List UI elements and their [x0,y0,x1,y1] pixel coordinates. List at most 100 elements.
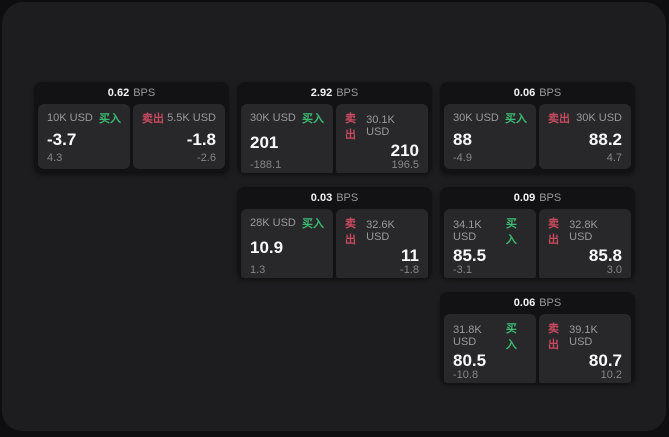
quote-card: 0.62 BPS 10K USD 买入 -3.7 4.3 卖出 5.5K USD… [34,82,229,173]
buy-change: -3.1 [453,264,472,276]
sell-price: -1.8 [186,129,216,149]
sell-price: 210 [390,141,419,160]
sell-amount-label: 32.6K USD [366,219,395,243]
app-panel: 0.62 BPS 10K USD 买入 -3.7 4.3 卖出 5.5K USD… [2,2,666,431]
sell-amount-label: 32.8K USD [569,219,598,243]
buy-tile-top: 30K USD 买入 [453,110,527,126]
buy-tile-top: 30K USD 买入 [250,110,324,126]
sell-side-label: 卖出 [548,113,570,125]
sell-price: 80.7 [588,351,622,370]
sell-side-label: 卖出 [548,218,559,246]
sell-tile[interactable]: 卖出 32.8K USD 85.8 3.0 [539,209,631,278]
buy-tile[interactable]: 30K USD 买入 201 -188.1 [241,104,333,173]
buy-tile[interactable]: 34.1K USD 买入 85.5 -3.1 [444,209,536,278]
buy-side-label: 买入 [505,323,517,351]
buy-tile-top: 34.1K USD 买入 [453,215,527,247]
sell-amount-label: 30.1K USD [366,114,395,138]
buy-price: -3.7 [47,129,77,149]
buy-side-label: 买入 [302,218,324,230]
card-body: 34.1K USD 买入 85.5 -3.1 卖出 32.8K USD 85.8… [440,209,635,278]
bps-value: 0.06 [513,297,536,309]
quote-card: 0.06 BPS 31.8K USD 买入 80.5 -10.8 卖出 39.1… [440,292,635,383]
sell-change: -1.8 [400,264,419,276]
cards-grid: 0.62 BPS 10K USD 买入 -3.7 4.3 卖出 5.5K USD… [34,82,635,383]
buy-price: 88 [453,129,472,149]
buy-tile[interactable]: 10K USD 买入 -3.7 4.3 [38,104,130,169]
sell-amount-label: 5.5K USD [167,112,216,124]
buy-amount-label: 30K USD [453,112,499,124]
card-body: 30K USD 买入 201 -188.1 卖出 30.1K USD 210 1… [237,104,432,173]
quote-card: 0.06 BPS 30K USD 买入 88 -4.9 卖出 30K USD 8… [440,82,635,173]
sell-tile[interactable]: 卖出 5.5K USD -1.8 -2.6 [133,104,225,169]
sell-amount-label: 39.1K USD [569,324,598,348]
card-header: 2.92 BPS [237,82,432,104]
bps-unit: BPS [539,192,562,204]
buy-change: -4.9 [453,152,472,164]
buy-tile-top: 10K USD 买入 [47,110,121,126]
buy-side-label: 买入 [99,113,121,125]
buy-amount-label: 34.1K USD [453,219,482,243]
card-body: 31.8K USD 买入 80.5 -10.8 卖出 39.1K USD 80.… [440,314,635,383]
card-body: 10K USD 买入 -3.7 4.3 卖出 5.5K USD -1.8 -2.… [34,104,229,173]
sell-tile-top: 卖出 39.1K USD [548,320,622,352]
sell-tile[interactable]: 卖出 30.1K USD 210 196.5 [336,104,428,173]
quote-card: 0.03 BPS 28K USD 买入 10.9 1.3 卖出 32.6K US… [237,187,432,278]
buy-change: 1.3 [250,264,266,276]
sell-change: 196.5 [391,159,419,171]
bps-value: 2.92 [310,87,333,99]
bps-value: 0.09 [513,192,536,204]
sell-side-label: 卖出 [142,113,164,125]
bps-unit: BPS [133,87,156,99]
bps-unit: BPS [336,87,359,99]
buy-price: 80.5 [453,351,487,370]
buy-price: 201 [250,133,279,152]
sell-side-label: 卖出 [345,113,356,141]
buy-tile[interactable]: 30K USD 买入 88 -4.9 [444,104,536,169]
buy-amount-label: 30K USD [250,112,296,124]
sell-tile-top: 卖出 30K USD [548,110,622,126]
buy-side-label: 买入 [302,113,324,125]
card-header: 0.06 BPS [440,82,635,104]
buy-tile[interactable]: 31.8K USD 买入 80.5 -10.8 [444,314,536,383]
sell-tile-top: 卖出 30.1K USD [345,110,419,142]
sell-tile[interactable]: 卖出 32.6K USD 11 -1.8 [336,209,428,278]
buy-tile-top: 31.8K USD 买入 [453,320,527,352]
buy-change: -188.1 [250,159,282,171]
buy-amount-label: 31.8K USD [453,324,482,348]
buy-price: 85.5 [453,246,487,265]
sell-price: 85.8 [588,246,622,265]
sell-tile[interactable]: 卖出 39.1K USD 80.7 10.2 [539,314,631,383]
buy-amount-label: 10K USD [47,112,93,124]
buy-tile-top: 28K USD 买入 [250,215,324,231]
sell-side-label: 卖出 [548,323,559,351]
sell-price: 88.2 [588,129,622,149]
card-header: 0.09 BPS [440,187,635,209]
buy-side-label: 买入 [505,218,517,246]
buy-change: 4.3 [47,152,63,164]
buy-amount-label: 28K USD [250,217,296,229]
sell-side-label: 卖出 [345,218,356,246]
quote-card: 2.92 BPS 30K USD 买入 201 -188.1 卖出 30.1K … [237,82,432,173]
sell-tile-top: 卖出 32.8K USD [548,215,622,247]
bps-value: 0.06 [513,87,536,99]
sell-change: 10.2 [600,369,622,381]
sell-tile-top: 卖出 32.6K USD [345,215,419,247]
sell-amount-label: 30K USD [576,112,622,124]
buy-price: 10.9 [250,238,284,257]
bps-value: 0.03 [310,192,333,204]
buy-side-label: 买入 [505,113,527,125]
sell-change: 3.0 [606,264,622,276]
bps-unit: BPS [539,87,562,99]
buy-change: -10.8 [453,369,479,381]
quote-card: 0.09 BPS 34.1K USD 买入 85.5 -3.1 卖出 32.8K… [440,187,635,278]
card-body: 30K USD 买入 88 -4.9 卖出 30K USD 88.2 4.7 [440,104,635,173]
card-header: 0.06 BPS [440,292,635,314]
bps-value: 0.62 [107,87,130,99]
buy-tile[interactable]: 28K USD 买入 10.9 1.3 [241,209,333,278]
card-header: 0.03 BPS [237,187,432,209]
sell-tile[interactable]: 卖出 30K USD 88.2 4.7 [539,104,631,169]
sell-change: -2.6 [197,152,216,164]
card-body: 28K USD 买入 10.9 1.3 卖出 32.6K USD 11 -1.8 [237,209,432,278]
sell-tile-top: 卖出 5.5K USD [142,110,216,126]
sell-price: 11 [401,246,419,265]
